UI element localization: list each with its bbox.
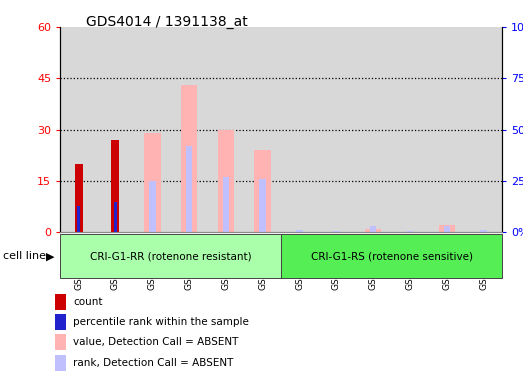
- Bar: [480, 230, 487, 232]
- Text: rank, Detection Call = ABSENT: rank, Detection Call = ABSENT: [73, 358, 233, 368]
- Bar: [296, 230, 303, 232]
- Bar: [97, 27, 134, 232]
- Text: cell line: cell line: [3, 251, 46, 262]
- Bar: [244, 27, 281, 232]
- Bar: [392, 27, 428, 232]
- Bar: [318, 27, 355, 232]
- Bar: [149, 181, 155, 232]
- Bar: [60, 234, 281, 278]
- Bar: [281, 27, 318, 232]
- Bar: [74, 164, 83, 232]
- Bar: [54, 356, 66, 371]
- Text: GDS4014 / 1391138_at: GDS4014 / 1391138_at: [86, 15, 248, 29]
- Bar: [111, 140, 119, 232]
- Text: CRI-G1-RR (rotenone resistant): CRI-G1-RR (rotenone resistant): [90, 251, 252, 262]
- Bar: [77, 205, 80, 232]
- Bar: [181, 85, 197, 232]
- Bar: [355, 27, 392, 232]
- Bar: [254, 150, 271, 232]
- Bar: [134, 27, 170, 232]
- Bar: [144, 133, 161, 232]
- Bar: [186, 146, 192, 232]
- Bar: [54, 334, 66, 350]
- Bar: [439, 225, 455, 232]
- Bar: [281, 234, 502, 278]
- Bar: [114, 202, 117, 232]
- Bar: [218, 130, 234, 232]
- Bar: [465, 27, 502, 232]
- Text: CRI-G1-RS (rotenone sensitive): CRI-G1-RS (rotenone sensitive): [311, 251, 473, 262]
- Bar: [444, 226, 450, 232]
- Bar: [54, 294, 66, 310]
- Bar: [259, 179, 266, 232]
- Bar: [54, 314, 66, 330]
- Bar: [208, 27, 244, 232]
- Text: ▶: ▶: [46, 251, 54, 262]
- Bar: [223, 177, 229, 232]
- Text: count: count: [73, 296, 103, 306]
- Bar: [407, 231, 413, 232]
- Bar: [60, 27, 97, 232]
- Bar: [365, 229, 381, 232]
- Bar: [428, 27, 465, 232]
- Text: value, Detection Call = ABSENT: value, Detection Call = ABSENT: [73, 337, 238, 347]
- Bar: [333, 231, 339, 232]
- Bar: [170, 27, 208, 232]
- Bar: [370, 226, 377, 232]
- Text: percentile rank within the sample: percentile rank within the sample: [73, 317, 249, 327]
